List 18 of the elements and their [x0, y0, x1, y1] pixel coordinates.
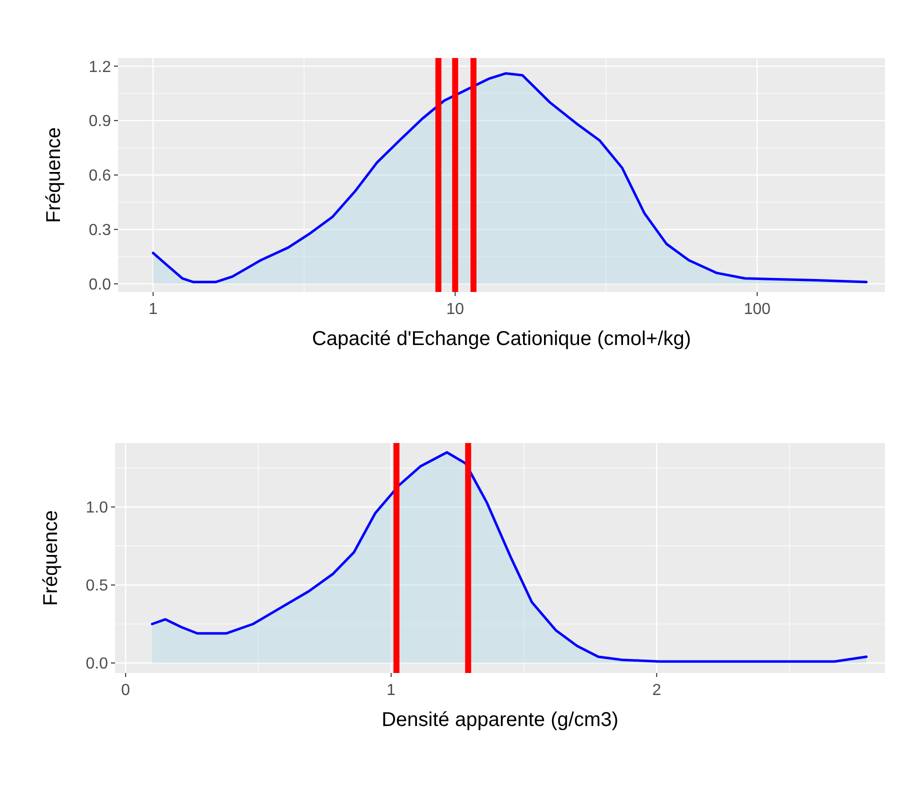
y-tick-label: 0.5 [86, 578, 108, 595]
x-tick-label: 0 [121, 682, 130, 699]
y-tick-label: 0.0 [86, 656, 108, 673]
y-tick-label: 1.2 [88, 58, 112, 76]
y-axis-title: Fréquence [40, 510, 62, 606]
x-tick-label: 2 [652, 682, 662, 699]
x-tick-label: 1 [386, 682, 396, 699]
x-tick-label: 1 [148, 301, 158, 318]
x-tick-label: 10 [446, 301, 464, 318]
x-axis-title: Capacité d'Echange Cationique (cmol+/kg) [312, 328, 692, 350]
y-tick-label: 0.3 [88, 222, 112, 240]
y-tick-label: 0.0 [88, 276, 112, 294]
y-tick-label: 0.9 [88, 113, 112, 130]
y-axis-title: Fréquence [43, 127, 65, 223]
x-axis-title: Densité apparente (g/cm3) [382, 709, 618, 731]
y-tick-label: 1.0 [86, 500, 108, 517]
x-tick-label: 100 [744, 301, 771, 318]
y-tick-label: 0.6 [88, 168, 112, 185]
